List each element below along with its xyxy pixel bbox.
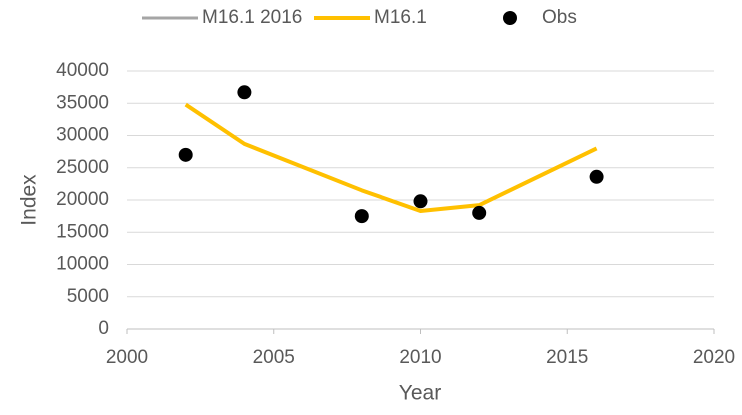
y-tick-label: 10000 [56, 254, 109, 275]
y-tick-label: 15000 [56, 221, 109, 242]
x-tick-label: 2010 [399, 347, 441, 368]
marker [413, 194, 428, 209]
y-tick-label: 5000 [67, 286, 109, 307]
legend-label: M16.1 [374, 7, 427, 28]
y-tick-label: 30000 [56, 125, 109, 146]
marker [472, 205, 487, 220]
y-tick-label: 25000 [56, 157, 109, 178]
line [184, 102, 598, 213]
y-tick-label: 35000 [56, 92, 109, 113]
y-axis-label: Index [18, 174, 41, 226]
x-tick-label: 2005 [253, 347, 295, 368]
marker [178, 147, 193, 162]
x-tick-label: 2020 [693, 347, 735, 368]
legend-label: M16.1 2016 [202, 7, 302, 28]
y-tick-label: 20000 [56, 189, 109, 210]
y-tick-label: 0 [98, 318, 109, 339]
legend-swatch [503, 11, 517, 25]
x-axis-label: Year [399, 382, 441, 405]
marker [237, 85, 252, 100]
x-tick-label: 2015 [546, 347, 588, 368]
legend-label: Obs [542, 7, 577, 28]
y-tick-label: 40000 [56, 60, 109, 81]
x-tick-label: 2000 [106, 347, 148, 368]
marker [354, 209, 369, 224]
marker [589, 169, 604, 184]
